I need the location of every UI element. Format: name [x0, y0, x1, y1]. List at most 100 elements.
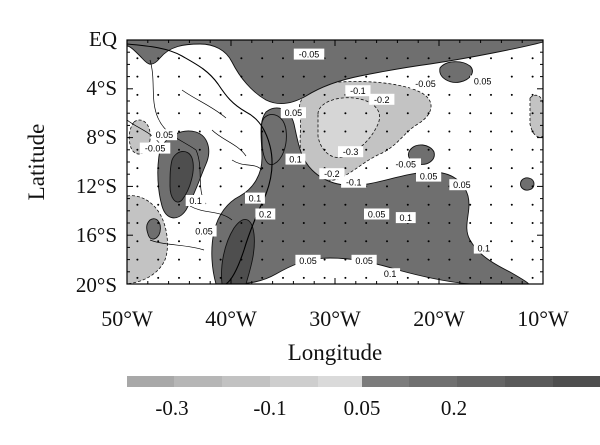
contour-label: -0.05 — [145, 144, 166, 154]
grid-dot — [240, 148, 243, 151]
contour-label: -0.2 — [374, 95, 390, 105]
grid-dot — [157, 112, 160, 115]
grid-dot — [469, 203, 472, 206]
grid-dot — [448, 222, 451, 224]
grid-dot — [323, 75, 326, 78]
grid-dot — [469, 258, 472, 261]
grid-dot — [490, 112, 492, 115]
contour-label-bg — [139, 142, 171, 154]
contour-label: 0.1 — [399, 213, 412, 223]
grid-dot — [406, 240, 409, 243]
grid-dot — [282, 203, 284, 206]
y-tick-label: 12°S — [76, 174, 117, 198]
y-tick-label: 20°S — [76, 273, 117, 297]
grid-dot — [448, 203, 451, 206]
y-tick-label: 8°S — [86, 125, 117, 149]
grid-dot — [365, 75, 368, 78]
grid-dot — [490, 57, 492, 60]
grid-dot — [178, 130, 180, 133]
grid-dot — [178, 222, 180, 224]
grid-dot — [510, 276, 513, 279]
contour-label-bg — [319, 168, 345, 180]
contour-label: 0.05 — [420, 172, 438, 182]
grid-dot — [386, 167, 388, 170]
colorbar-swatch — [222, 376, 270, 387]
grid-dot — [510, 185, 513, 188]
grid-dot — [344, 75, 347, 78]
grid-dot — [469, 148, 472, 151]
grid-dot — [510, 57, 513, 60]
grid-dot — [157, 258, 160, 261]
grid-dot — [448, 57, 451, 60]
grid-dot — [344, 112, 347, 115]
grid-dot — [157, 222, 160, 224]
grid-dot — [365, 276, 368, 279]
grid-dot — [469, 222, 472, 224]
grid-dot — [261, 93, 264, 96]
colorbar-swatch — [362, 376, 410, 387]
grid-dot — [323, 93, 326, 96]
contour-label-bg — [410, 77, 441, 89]
grid-dot — [406, 57, 409, 60]
grid-dot — [178, 258, 180, 261]
x-tick-label: 20°W — [413, 306, 465, 331]
grid-dot — [531, 276, 534, 279]
grid-dot — [240, 240, 243, 243]
grid-dot — [136, 93, 139, 96]
grid-dot — [178, 148, 180, 151]
grid-dot — [510, 148, 513, 151]
grid-dot — [157, 93, 160, 96]
grid-dot — [531, 75, 534, 78]
grid-dot — [448, 75, 451, 78]
grid-dot — [490, 203, 492, 206]
grid-dot — [240, 258, 243, 261]
contour-label-bg — [151, 129, 177, 141]
grid-dot — [490, 276, 492, 279]
grid-dot — [198, 57, 201, 60]
grid-dot — [136, 75, 139, 78]
grid-dot — [198, 167, 201, 170]
contour-label-bg — [341, 176, 367, 188]
grid-dot — [219, 258, 222, 261]
grid-dot — [178, 112, 180, 115]
contour-label-bg — [470, 75, 496, 87]
grid-dot — [157, 203, 160, 206]
grid-dot — [469, 57, 472, 60]
grid-dot — [198, 93, 201, 96]
grid-dot — [365, 148, 368, 151]
contour-label: 0.05 — [195, 227, 213, 237]
grid-dot — [219, 185, 222, 188]
contour-label: 0.05 — [368, 210, 386, 220]
grid-dot — [344, 203, 347, 206]
grid-dot — [282, 57, 284, 60]
grid-dot — [490, 185, 492, 188]
grid-dot — [219, 93, 222, 96]
grid-dot — [386, 112, 388, 115]
grid-dot — [427, 222, 430, 224]
grid-dot — [282, 130, 284, 133]
grid-dot — [365, 203, 368, 206]
grid-dot — [282, 240, 284, 243]
contour-label: 0.05 — [453, 180, 471, 190]
colorbar — [127, 376, 600, 387]
grid-dot — [469, 240, 472, 243]
grid-dot — [261, 185, 264, 188]
grid-dot — [531, 57, 534, 60]
grid-dot — [282, 167, 284, 170]
grid-dot — [198, 148, 201, 151]
grid-dot — [261, 57, 264, 60]
grid-dot — [240, 276, 243, 279]
contour-label: 0.05 — [156, 130, 174, 140]
grid-dot — [490, 167, 492, 170]
positive-anomaly-region — [221, 219, 255, 284]
contour-label: -0.3 — [343, 147, 359, 157]
grid-dot — [365, 222, 368, 224]
grid-dot — [219, 240, 222, 243]
grid-dot — [510, 240, 513, 243]
contour-label-bg — [395, 212, 416, 224]
colorbar-swatch — [409, 376, 457, 387]
grid-dot — [344, 167, 347, 170]
grid-dot — [427, 240, 430, 243]
grid-dot — [198, 258, 201, 261]
grid-dot — [261, 112, 264, 115]
